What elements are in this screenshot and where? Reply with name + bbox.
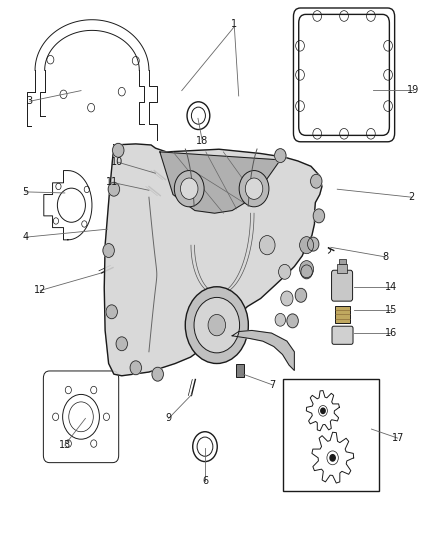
Text: 19: 19 [406, 85, 419, 94]
Text: 7: 7 [269, 380, 276, 390]
Polygon shape [232, 330, 294, 370]
Polygon shape [160, 152, 280, 213]
Text: 10: 10 [111, 157, 124, 167]
Text: 11: 11 [106, 177, 118, 187]
Circle shape [259, 236, 275, 255]
Circle shape [300, 237, 314, 254]
Circle shape [287, 314, 298, 328]
Text: 1: 1 [231, 19, 237, 29]
Bar [283, 379, 379, 491]
FancyBboxPatch shape [332, 270, 353, 301]
Circle shape [245, 178, 263, 199]
Circle shape [307, 237, 319, 251]
Circle shape [108, 182, 120, 196]
Bar [236, 364, 244, 377]
Circle shape [279, 264, 291, 279]
Text: 12: 12 [34, 286, 46, 295]
Circle shape [174, 171, 204, 207]
Bar [335, 306, 350, 323]
Circle shape [300, 261, 314, 278]
Text: 18: 18 [196, 136, 208, 146]
Circle shape [180, 178, 198, 199]
Text: 2: 2 [409, 192, 415, 202]
Circle shape [330, 455, 335, 461]
Circle shape [152, 367, 163, 381]
Circle shape [295, 288, 307, 302]
Circle shape [275, 149, 286, 163]
Bar [337, 264, 347, 273]
Circle shape [239, 171, 269, 207]
FancyBboxPatch shape [332, 326, 353, 344]
Circle shape [130, 361, 141, 375]
Text: 3: 3 [27, 96, 33, 106]
Text: 14: 14 [385, 282, 397, 292]
Circle shape [275, 313, 286, 326]
Text: 6: 6 [202, 476, 208, 486]
Circle shape [194, 297, 240, 353]
Circle shape [321, 408, 325, 414]
Circle shape [113, 143, 124, 157]
Text: 13: 13 [59, 440, 71, 450]
Circle shape [313, 209, 325, 223]
Text: 15: 15 [385, 305, 397, 315]
Text: 5: 5 [22, 187, 28, 197]
Circle shape [106, 305, 117, 319]
Circle shape [281, 291, 293, 306]
Circle shape [311, 174, 322, 188]
Text: 17: 17 [392, 433, 404, 443]
Circle shape [103, 244, 114, 257]
Circle shape [116, 337, 127, 351]
Circle shape [301, 265, 312, 279]
Text: 4: 4 [22, 232, 28, 242]
Bar [339, 259, 346, 264]
Text: 8: 8 [382, 252, 389, 262]
Text: 9: 9 [166, 414, 172, 423]
Polygon shape [104, 144, 322, 376]
Circle shape [185, 287, 248, 364]
Text: 16: 16 [385, 328, 397, 338]
Circle shape [208, 314, 226, 336]
